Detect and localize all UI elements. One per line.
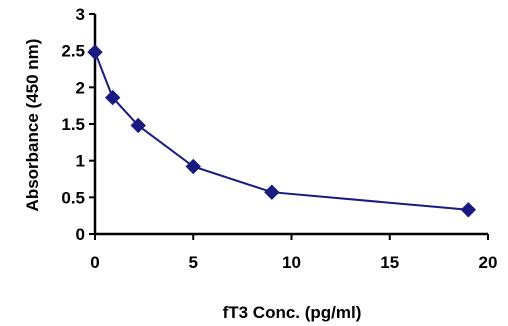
plot-area: 0 0.5 1 1.5 2 2.5 3 0 5 10 15 20 — [61, 5, 497, 272]
x-axis-ticks: 0 5 10 15 20 — [90, 234, 497, 272]
x-tick-label: 10 — [282, 253, 301, 272]
data-point — [87, 44, 103, 60]
y-axis-ticks: 0 0.5 1 1.5 2 2.5 3 — [61, 5, 95, 244]
y-tick-label: 2 — [76, 78, 85, 97]
x-tick-label: 15 — [380, 253, 399, 272]
y-axis-title: Absorbance (450 nm) — [23, 39, 42, 212]
data-point — [185, 158, 201, 175]
series-line — [94, 51, 469, 211]
y-tick-label: 2.5 — [61, 42, 85, 61]
series-layer — [87, 44, 477, 218]
data-point — [130, 117, 146, 134]
data-point — [460, 202, 477, 218]
y-tick-label: 3 — [76, 5, 85, 24]
x-axis-title: fT3 Conc. (pg/ml) — [223, 303, 362, 322]
y-tick-label: 1.5 — [61, 115, 85, 134]
y-tick-label: 1 — [76, 152, 85, 171]
data-point — [264, 184, 280, 200]
x-tick-label: 20 — [479, 253, 498, 272]
y-tick-label: 0 — [76, 225, 85, 244]
x-tick-label: 5 — [189, 253, 198, 272]
x-tick-label: 0 — [90, 253, 99, 272]
data-point — [104, 89, 121, 106]
y-tick-label: 0.5 — [61, 188, 85, 207]
